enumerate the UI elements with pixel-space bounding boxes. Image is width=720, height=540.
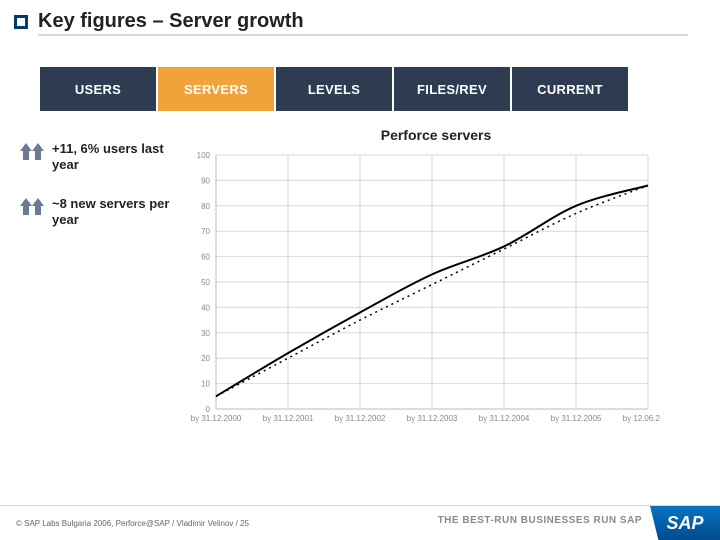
svg-text:70: 70 — [201, 227, 210, 236]
tab-levels[interactable]: LEVELS — [276, 67, 392, 111]
svg-text:60: 60 — [201, 253, 210, 262]
svg-text:30: 30 — [201, 329, 210, 338]
stat-row: ~8 new servers per year — [20, 196, 172, 229]
chart-container: Perforce servers 0 10 20 30 40 50 60 70 80 90 100 b… — [180, 121, 720, 437]
side-stats: +11, 6% users last year ~8 new servers pe… — [0, 121, 180, 437]
svg-text:by 12.06.2006: by 12.06.2006 — [623, 414, 660, 423]
footer-text: © SAP Labs Bulgaria 2006, Perforce@SAP /… — [16, 519, 249, 528]
tab-current[interactable]: CURRENT — [512, 67, 628, 111]
svg-text:90: 90 — [201, 176, 210, 185]
svg-text:by 31.12.2005: by 31.12.2005 — [551, 414, 602, 423]
svg-text:by 31.12.2004: by 31.12.2004 — [479, 414, 530, 423]
double-up-arrow-icon — [20, 198, 44, 216]
tagline-text: THE BEST-RUN BUSINESSES RUN SAP — [438, 515, 642, 526]
stat-row: +11, 6% users last year — [20, 141, 172, 174]
svg-text:by 31.12.2001: by 31.12.2001 — [263, 414, 314, 423]
sap-logo: SAP — [650, 506, 720, 540]
svg-text:by 31.12.2000: by 31.12.2000 — [191, 414, 242, 423]
tab-strip: USERSSERVERSLEVELSFILES/REVCURRENT — [40, 67, 720, 111]
line-chart: 0 10 20 30 40 50 60 70 80 90 100 by 31.12.2000 by 31… — [180, 147, 660, 437]
svg-text:10: 10 — [201, 380, 210, 389]
tab-servers[interactable]: SERVERS — [158, 67, 274, 111]
page-title: Key figures – Server growth — [38, 10, 304, 33]
svg-text:50: 50 — [201, 278, 210, 287]
svg-text:40: 40 — [201, 303, 210, 312]
svg-text:100: 100 — [197, 151, 211, 160]
svg-text:0: 0 — [206, 405, 211, 414]
chart-title: Perforce servers — [180, 127, 692, 143]
stat-text: ~8 new servers per year — [52, 196, 172, 229]
svg-text:by 31.12.2002: by 31.12.2002 — [335, 414, 386, 423]
title-rule — [38, 34, 688, 36]
tab-users[interactable]: USERS — [40, 67, 156, 111]
tab-filesrev[interactable]: FILES/REV — [394, 67, 510, 111]
double-up-arrow-icon — [20, 143, 44, 161]
footer-rule — [0, 505, 720, 506]
svg-text:20: 20 — [201, 354, 210, 363]
content-area: +11, 6% users last year ~8 new servers pe… — [0, 121, 720, 437]
title-square-icon — [14, 15, 28, 29]
svg-text:by 31.12.2003: by 31.12.2003 — [407, 414, 458, 423]
svg-text:80: 80 — [201, 202, 210, 211]
stat-text: +11, 6% users last year — [52, 141, 172, 174]
